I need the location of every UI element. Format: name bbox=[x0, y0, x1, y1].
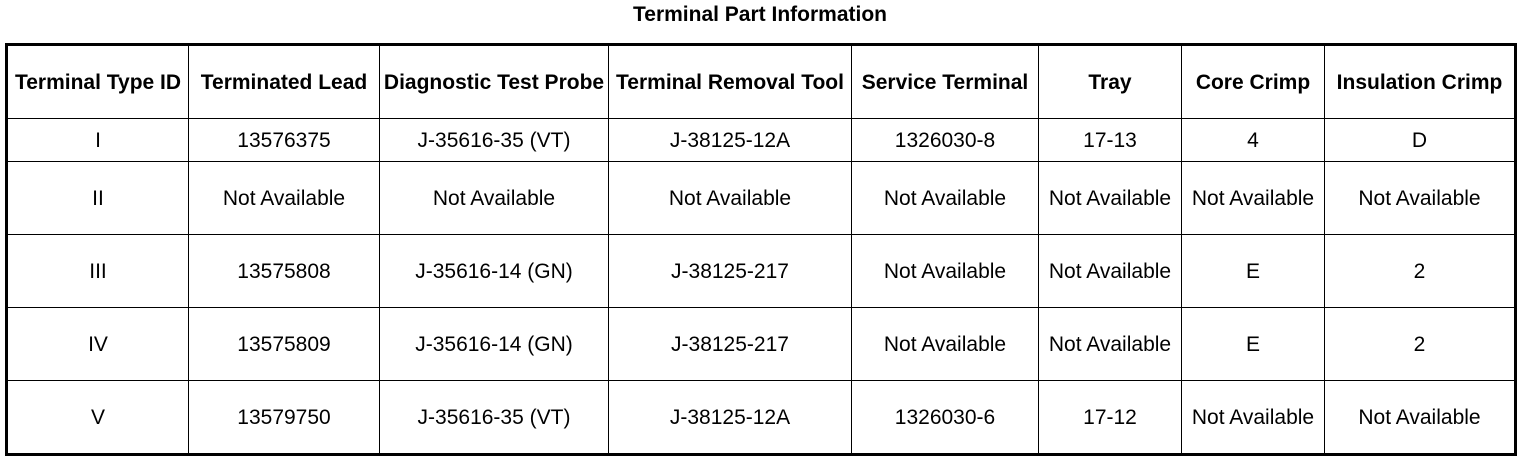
table-cell: Not Available bbox=[1181, 380, 1325, 455]
table-row: I 13576375 J-35616-35 (VT) J-38125-12A 13260… bbox=[6, 118, 1516, 162]
column-header: Terminal Type ID bbox=[6, 44, 189, 119]
header-row: Terminal Type ID Terminated Lead Diagnosti… bbox=[6, 44, 1516, 119]
table-row: II Not Available Not Available Not Availabl… bbox=[6, 161, 1516, 235]
table-cell: Not Available bbox=[1324, 161, 1516, 235]
table-cell: Not Available bbox=[1038, 234, 1182, 308]
table-cell: II bbox=[6, 161, 189, 235]
table-cell: J-38125-12A bbox=[608, 118, 852, 162]
table-cell: E bbox=[1181, 307, 1325, 381]
table-cell: III bbox=[6, 234, 189, 308]
table-row: IV 13575809 J-35616-14 (GN) J-38125-217 Not … bbox=[6, 307, 1516, 381]
table-cell: J-35616-14 (GN) bbox=[379, 307, 609, 381]
table-cell: Not Available bbox=[1181, 161, 1325, 235]
table-cell: 2 bbox=[1324, 307, 1516, 381]
table-cell: I bbox=[6, 118, 189, 162]
table-row: V 13579750 J-35616-35 (VT) J-38125-12A 13260… bbox=[6, 380, 1516, 455]
column-header: Service Terminal bbox=[851, 44, 1039, 119]
table-cell: Not Available bbox=[1038, 307, 1182, 381]
table-cell: Not Available bbox=[851, 161, 1039, 235]
table-cell: 17-12 bbox=[1038, 380, 1182, 455]
column-header: Terminal Removal Tool bbox=[608, 44, 852, 119]
table-cell: J-35616-35 (VT) bbox=[379, 118, 609, 162]
table-cell: 13576375 bbox=[188, 118, 380, 162]
table-cell: IV bbox=[6, 307, 189, 381]
table-cell: 1326030-6 bbox=[851, 380, 1039, 455]
table-cell: 4 bbox=[1181, 118, 1325, 162]
table-cell: V bbox=[6, 380, 189, 455]
table-cell: 13575809 bbox=[188, 307, 380, 381]
table-cell: J-38125-12A bbox=[608, 380, 852, 455]
table-cell: J-35616-35 (VT) bbox=[379, 380, 609, 455]
table-cell: Not Available bbox=[608, 161, 852, 235]
column-header: Insulation Crimp bbox=[1324, 44, 1516, 119]
table-cell: J-35616-14 (GN) bbox=[379, 234, 609, 308]
table-cell: J-38125-217 bbox=[608, 234, 852, 308]
table-cell: J-38125-217 bbox=[608, 307, 852, 381]
table-cell: 13575808 bbox=[188, 234, 380, 308]
column-header: Tray bbox=[1038, 44, 1182, 119]
table-cell: D bbox=[1324, 118, 1516, 162]
column-header: Diagnostic Test Probe bbox=[379, 44, 609, 119]
column-header: Terminated Lead bbox=[188, 44, 380, 119]
column-header: Core Crimp bbox=[1181, 44, 1325, 119]
table-cell: 2 bbox=[1324, 234, 1516, 308]
table-title: Terminal Part Information bbox=[633, 3, 887, 26]
table-cell: 17-13 bbox=[1038, 118, 1182, 162]
table-cell: 13579750 bbox=[188, 380, 380, 455]
table-row: III 13575808 J-35616-14 (GN) J-38125-217 Not… bbox=[6, 234, 1516, 308]
table-cell: E bbox=[1181, 234, 1325, 308]
table-cell: Not Available bbox=[1038, 161, 1182, 235]
table-cell: Not Available bbox=[379, 161, 609, 235]
table-cell: Not Available bbox=[851, 234, 1039, 308]
table-cell: Not Available bbox=[851, 307, 1039, 381]
terminal-part-table: Terminal Type ID Terminated Lead Diagnosti… bbox=[5, 43, 1517, 456]
table-cell: 1326030-8 bbox=[851, 118, 1039, 162]
table-cell: Not Available bbox=[1324, 380, 1516, 455]
table-cell: Not Available bbox=[188, 161, 380, 235]
